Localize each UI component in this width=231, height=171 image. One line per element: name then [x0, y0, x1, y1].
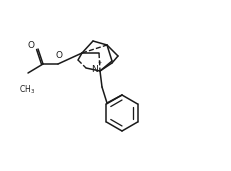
Text: N: N — [91, 64, 97, 74]
Text: O: O — [27, 42, 34, 50]
Text: CH$_3$: CH$_3$ — [19, 83, 35, 95]
Text: O: O — [55, 51, 63, 61]
Text: $^+$: $^+$ — [96, 61, 102, 67]
